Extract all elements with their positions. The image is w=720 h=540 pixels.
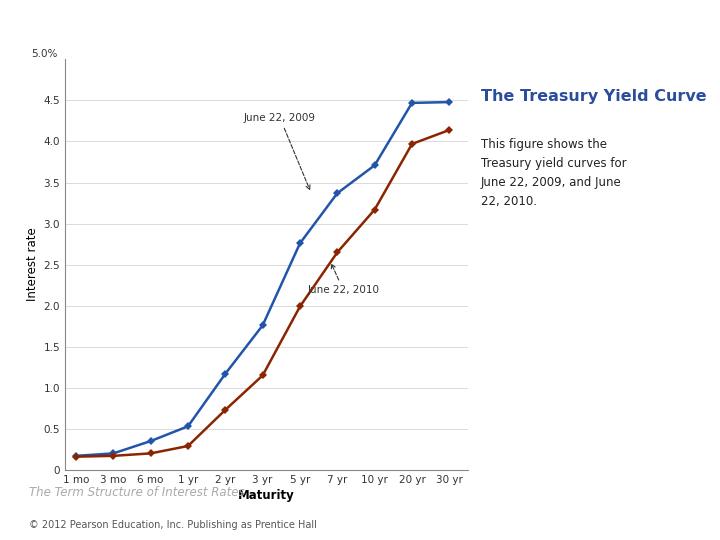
Text: The Term Structure of Interest Rates: The Term Structure of Interest Rates — [29, 487, 244, 500]
Text: June 22, 2009: June 22, 2009 — [244, 113, 316, 190]
X-axis label: Maturity: Maturity — [238, 489, 294, 502]
Text: © 2012 Pearson Education, Inc. Publishing as Prentice Hall: © 2012 Pearson Education, Inc. Publishin… — [29, 520, 317, 530]
Text: The Treasury Yield Curve: The Treasury Yield Curve — [481, 89, 706, 104]
Text: 5.0%: 5.0% — [31, 49, 58, 59]
Y-axis label: Interest rate: Interest rate — [26, 228, 39, 301]
Text: This figure shows the
Treasury yield curves for
June 22, 2009, and June
22, 2010: This figure shows the Treasury yield cur… — [481, 138, 626, 208]
Text: June 22, 2010: June 22, 2010 — [307, 264, 379, 295]
Text: 25 of 50: 25 of 50 — [649, 522, 701, 532]
Text: Figure 5.4: Figure 5.4 — [492, 64, 559, 77]
